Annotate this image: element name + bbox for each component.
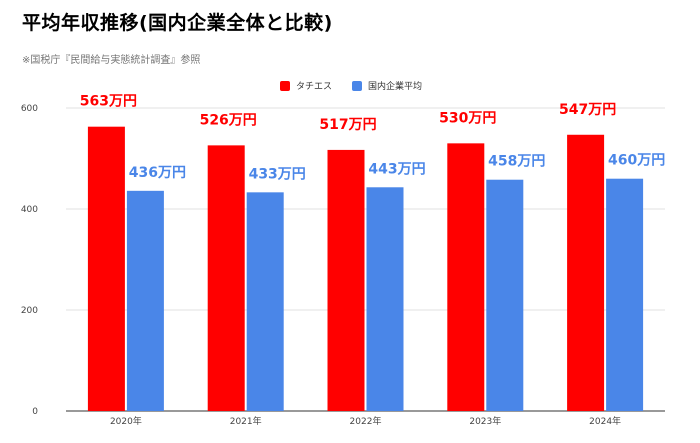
data-label-tachiesu: 563万円 [80, 94, 137, 110]
data-label-tachiesu: 547万円 [559, 102, 616, 118]
legend-swatch-domestic [352, 80, 363, 91]
x-tick-label: 2023年 [469, 415, 501, 427]
x-tick-label: 2024年 [589, 415, 621, 427]
chart-subtitle: ※国税庁『民間給与実態統計調査』参照 [22, 55, 201, 66]
data-label-tachiesu: 517万円 [319, 117, 376, 133]
legend-swatch-tachiesu [280, 80, 290, 91]
data-label-domestic: 458万円 [488, 154, 545, 170]
y-tick-label: 600 [21, 104, 38, 114]
legend-item-tachiesu: タチエス [280, 79, 332, 92]
data-label-tachiesu: 530万円 [439, 110, 496, 126]
data-label-domestic: 433万円 [249, 166, 306, 182]
bar-tachiesu [567, 134, 605, 411]
bar-tachiesu [447, 143, 485, 411]
y-tick-label: 0 [32, 407, 38, 417]
data-label-tachiesu: 526万円 [200, 112, 257, 128]
bar-tachiesu [327, 149, 365, 412]
bar-domestic [606, 178, 644, 411]
bar-domestic [246, 192, 284, 411]
bar-tachiesu [207, 145, 245, 411]
legend: タチエス 国内企業平均 [280, 79, 436, 92]
y-tick-label: 200 [21, 306, 38, 316]
y-tick-label: 400 [21, 205, 38, 215]
x-tick-label: 2022年 [350, 415, 382, 427]
data-label-domestic: 443万円 [368, 161, 425, 177]
x-tick-label: 2021年 [230, 415, 262, 427]
legend-label-tachiesu: タチエス [296, 82, 333, 92]
x-tick-label: 2020年 [110, 415, 142, 427]
bar-domestic [366, 187, 404, 411]
data-label-domestic: 436万円 [129, 165, 186, 181]
bar-domestic [486, 179, 524, 411]
bar-tachiesu [87, 126, 125, 411]
chart-title: 平均年収推移(国内企業全体と比較) [22, 12, 333, 34]
bar-domestic [126, 190, 164, 411]
legend-item-domestic: 国内企業平均 [352, 79, 422, 92]
data-label-domestic: 460万円 [608, 153, 665, 169]
legend-label-domestic: 国内企業平均 [368, 82, 423, 92]
